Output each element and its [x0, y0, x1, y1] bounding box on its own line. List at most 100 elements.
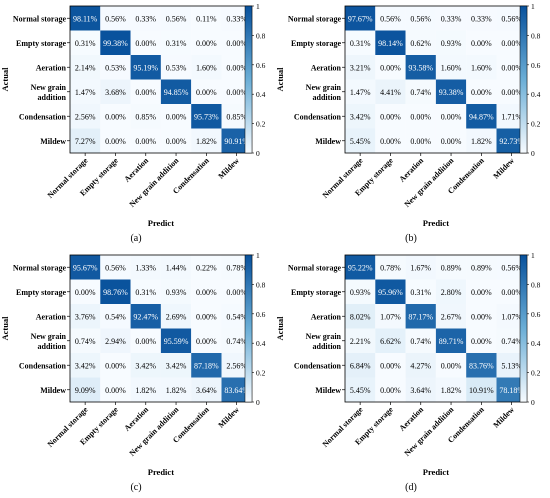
colorbar: [519, 254, 528, 403]
heatmap-cell: [70, 255, 101, 280]
cell-value-label: 0.93%: [350, 288, 371, 297]
heatmap-cell: [435, 279, 467, 304]
cell-value-label: 0.22%: [196, 263, 217, 272]
heatmap-cell: [160, 79, 192, 104]
cell-value-label: 2.14%: [75, 63, 96, 72]
heatmap-cell: [466, 104, 497, 129]
cell-value-label: 0.93%: [166, 288, 187, 297]
heatmap-cell: [130, 377, 161, 402]
heatmap-cell: [345, 104, 376, 129]
colorbar: [519, 5, 528, 154]
cell-value-label: 0.00%: [501, 39, 522, 48]
heatmap-cell: [160, 128, 192, 153]
cell-value-label: 0.00%: [410, 112, 431, 121]
heatmap-cell: [100, 328, 131, 353]
cell-value-label: 0.00%: [226, 88, 247, 97]
heatmap-cell: [405, 328, 436, 353]
cell-value-label: 0.56%: [410, 14, 431, 23]
heatmap-cell: [130, 255, 161, 280]
cell-value-label: 3.42%: [135, 361, 156, 370]
y-axis-title: Actual: [0, 67, 10, 92]
heatmap-cell: [405, 304, 436, 329]
cell-value-label: 0.00%: [75, 288, 96, 297]
y-axis-title: Actual: [275, 316, 285, 341]
colorbar-tick-label: 0.2: [531, 120, 541, 129]
heatmap-cell: [70, 6, 101, 31]
x-tick-label: Aeration: [397, 156, 425, 184]
x-axis-title: Predict: [423, 467, 449, 477]
heatmap-cell: [70, 128, 101, 153]
heatmap-cell: [191, 353, 222, 378]
cell-value-label: 8.02%: [350, 312, 371, 321]
cell-value-label: 95.96%: [378, 288, 403, 297]
colorbar-tick-label: 0.6: [531, 310, 541, 319]
heatmap-cell: [405, 55, 436, 80]
cell-value-label: 0.74%: [501, 337, 522, 346]
cell-value-label: 2.80%: [441, 288, 462, 297]
colorbar-tick-label: 0.4: [256, 339, 266, 348]
heatmap-cell: [466, 304, 497, 329]
heatmap-cell: [345, 6, 376, 31]
cell-value-label: 5.45%: [350, 386, 371, 395]
x-tick-label: Aeration: [397, 405, 425, 433]
cell-value-label: 1.33%: [135, 263, 156, 272]
cell-value-label: 0.00%: [380, 63, 401, 72]
y-tick-label: Aeration: [36, 63, 67, 72]
cell-value-label: 0.00%: [471, 288, 492, 297]
heatmap-cell: [100, 279, 131, 304]
cell-value-label: 1.82%: [166, 386, 187, 395]
y-tick-label: New grain addition: [31, 83, 67, 102]
heatmap-cell: [435, 255, 467, 280]
panel-caption: (d): [405, 482, 417, 493]
cell-value-label: 0.85%: [226, 112, 247, 121]
cell-value-label: 0.00%: [135, 88, 156, 97]
cell-value-label: 3.68%: [105, 88, 126, 97]
heatmap-cell: [100, 6, 131, 31]
cell-value-label: 0.53%: [166, 63, 187, 72]
cell-value-label: 2.94%: [105, 337, 126, 346]
cell-value-label: 0.56%: [501, 263, 522, 272]
cell-value-label: 1.82%: [471, 137, 492, 146]
heatmap-cell: [345, 255, 376, 280]
heatmap-cell: [191, 377, 222, 402]
x-tick-label: Aeration: [122, 405, 150, 433]
cell-value-label: 0.78%: [380, 263, 401, 272]
heatmap-cell: [191, 104, 222, 129]
heatmap-cell: [160, 55, 192, 80]
cell-value-label: 0.54%: [226, 312, 247, 321]
cell-value-label: 0.74%: [410, 88, 431, 97]
cell-value-label: 0.00%: [441, 112, 462, 121]
cell-value-label: 92.73%: [499, 137, 524, 146]
heatmap-cell: [375, 55, 406, 80]
cell-value-label: 0.53%: [105, 63, 126, 72]
heatmap-cell: [405, 104, 436, 129]
cell-value-label: 0.33%: [226, 14, 247, 23]
cell-value-label: 97.67%: [348, 14, 373, 23]
cell-value-label: 0.56%: [105, 14, 126, 23]
colorbar-tick-label: 1: [531, 2, 535, 11]
heatmap-cell: [375, 6, 406, 31]
y-tick-label: Empty storage: [16, 288, 66, 297]
heatmap-cell: [160, 6, 192, 31]
heatmap-cell: [466, 128, 497, 153]
cell-value-label: 2.56%: [226, 361, 247, 370]
heatmap-cell: [466, 328, 497, 353]
colorbar-tick-label: 0.8: [531, 31, 541, 40]
y-tick-label: Mildew: [40, 386, 66, 395]
cell-value-label: 0.62%: [410, 39, 431, 48]
heatmap-cell: [405, 279, 436, 304]
colorbar-tick-label: 0.4: [256, 90, 266, 99]
y-tick-label: Condensation: [19, 361, 67, 370]
heatmap-cell: [435, 353, 467, 378]
heatmap-cell: [345, 353, 376, 378]
cell-value-label: 0.00%: [501, 288, 522, 297]
heatmap-cell: [405, 353, 436, 378]
heatmap-cell: [70, 328, 101, 353]
cell-value-label: 0.31%: [166, 39, 187, 48]
heatmap-cell: [191, 328, 222, 353]
heatmap-cell: [100, 55, 131, 80]
colorbar-tick-label: 0.4: [531, 90, 541, 99]
cell-value-label: 0.93%: [441, 39, 462, 48]
cell-value-label: 1.07%: [501, 312, 522, 321]
